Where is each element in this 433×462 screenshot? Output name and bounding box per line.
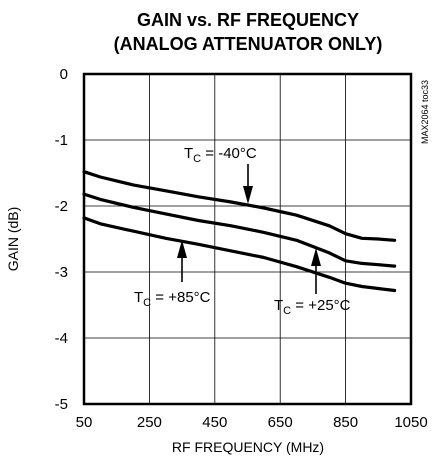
y-tick-label: -5 [55,396,68,413]
y-tick-label: -1 [55,132,68,149]
y-axis-label: GAIN (dB) [5,207,21,272]
chart-title-line2: (ANALOG ATTENUATOR ONLY) [114,34,383,54]
annotation-label-plus85: TC = +85°C [134,289,211,309]
annotation-label-minus40: TC = -40°C [184,145,257,165]
x-tick-label: 850 [333,414,358,431]
arrow-head-plus85 [177,240,187,258]
plot-frame [82,72,413,406]
y-tick-label: -4 [55,330,68,347]
data-curves [82,170,397,293]
series-line-2 [82,216,397,293]
y-tick-label: -3 [55,264,68,281]
arrow-head-plus25 [311,248,321,266]
series-line-0 [82,170,397,242]
chart-title-line1: GAIN vs. RF FREQUENCY [137,10,359,30]
annotation-minus40: TC = -40°C [184,145,257,204]
x-tick-label: 250 [137,414,162,431]
x-tick-label: 1050 [394,414,427,431]
y-tick-label: -2 [55,198,68,215]
tick-labels: 50 250 450 650 850 1050 0 -1 -2 -3 -4 -5 [55,66,428,431]
x-tick-label: 650 [268,414,293,431]
y-tick-label: 0 [60,66,68,83]
x-tick-label: 50 [76,414,93,431]
arrow-head-minus40 [243,186,253,204]
annotation-label-plus25: TC = +25°C [274,297,351,317]
x-axis-label: RF FREQUENCY (MHz) [172,439,324,455]
figure-code: MAX2064 toc33 [420,80,430,144]
x-tick-label: 450 [202,414,227,431]
series-line-1 [82,192,397,268]
annotation-plus85: TC = +85°C [134,240,211,309]
annotation-plus25: TC = +25°C [274,248,351,317]
